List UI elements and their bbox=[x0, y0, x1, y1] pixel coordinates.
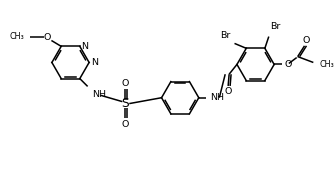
Text: O: O bbox=[122, 120, 129, 129]
Text: O: O bbox=[303, 37, 310, 45]
Text: Br: Br bbox=[270, 22, 280, 31]
Text: N: N bbox=[91, 58, 98, 67]
Text: CH₃: CH₃ bbox=[319, 60, 334, 69]
Text: O: O bbox=[44, 33, 51, 42]
Text: O: O bbox=[224, 87, 232, 96]
Text: Br: Br bbox=[220, 30, 230, 40]
Text: S: S bbox=[122, 97, 129, 110]
Text: O: O bbox=[122, 79, 129, 88]
Text: N: N bbox=[81, 42, 88, 51]
Text: O: O bbox=[285, 60, 292, 69]
Text: NH: NH bbox=[92, 90, 107, 99]
Text: CH₃: CH₃ bbox=[9, 32, 24, 41]
Text: NH: NH bbox=[210, 93, 224, 102]
